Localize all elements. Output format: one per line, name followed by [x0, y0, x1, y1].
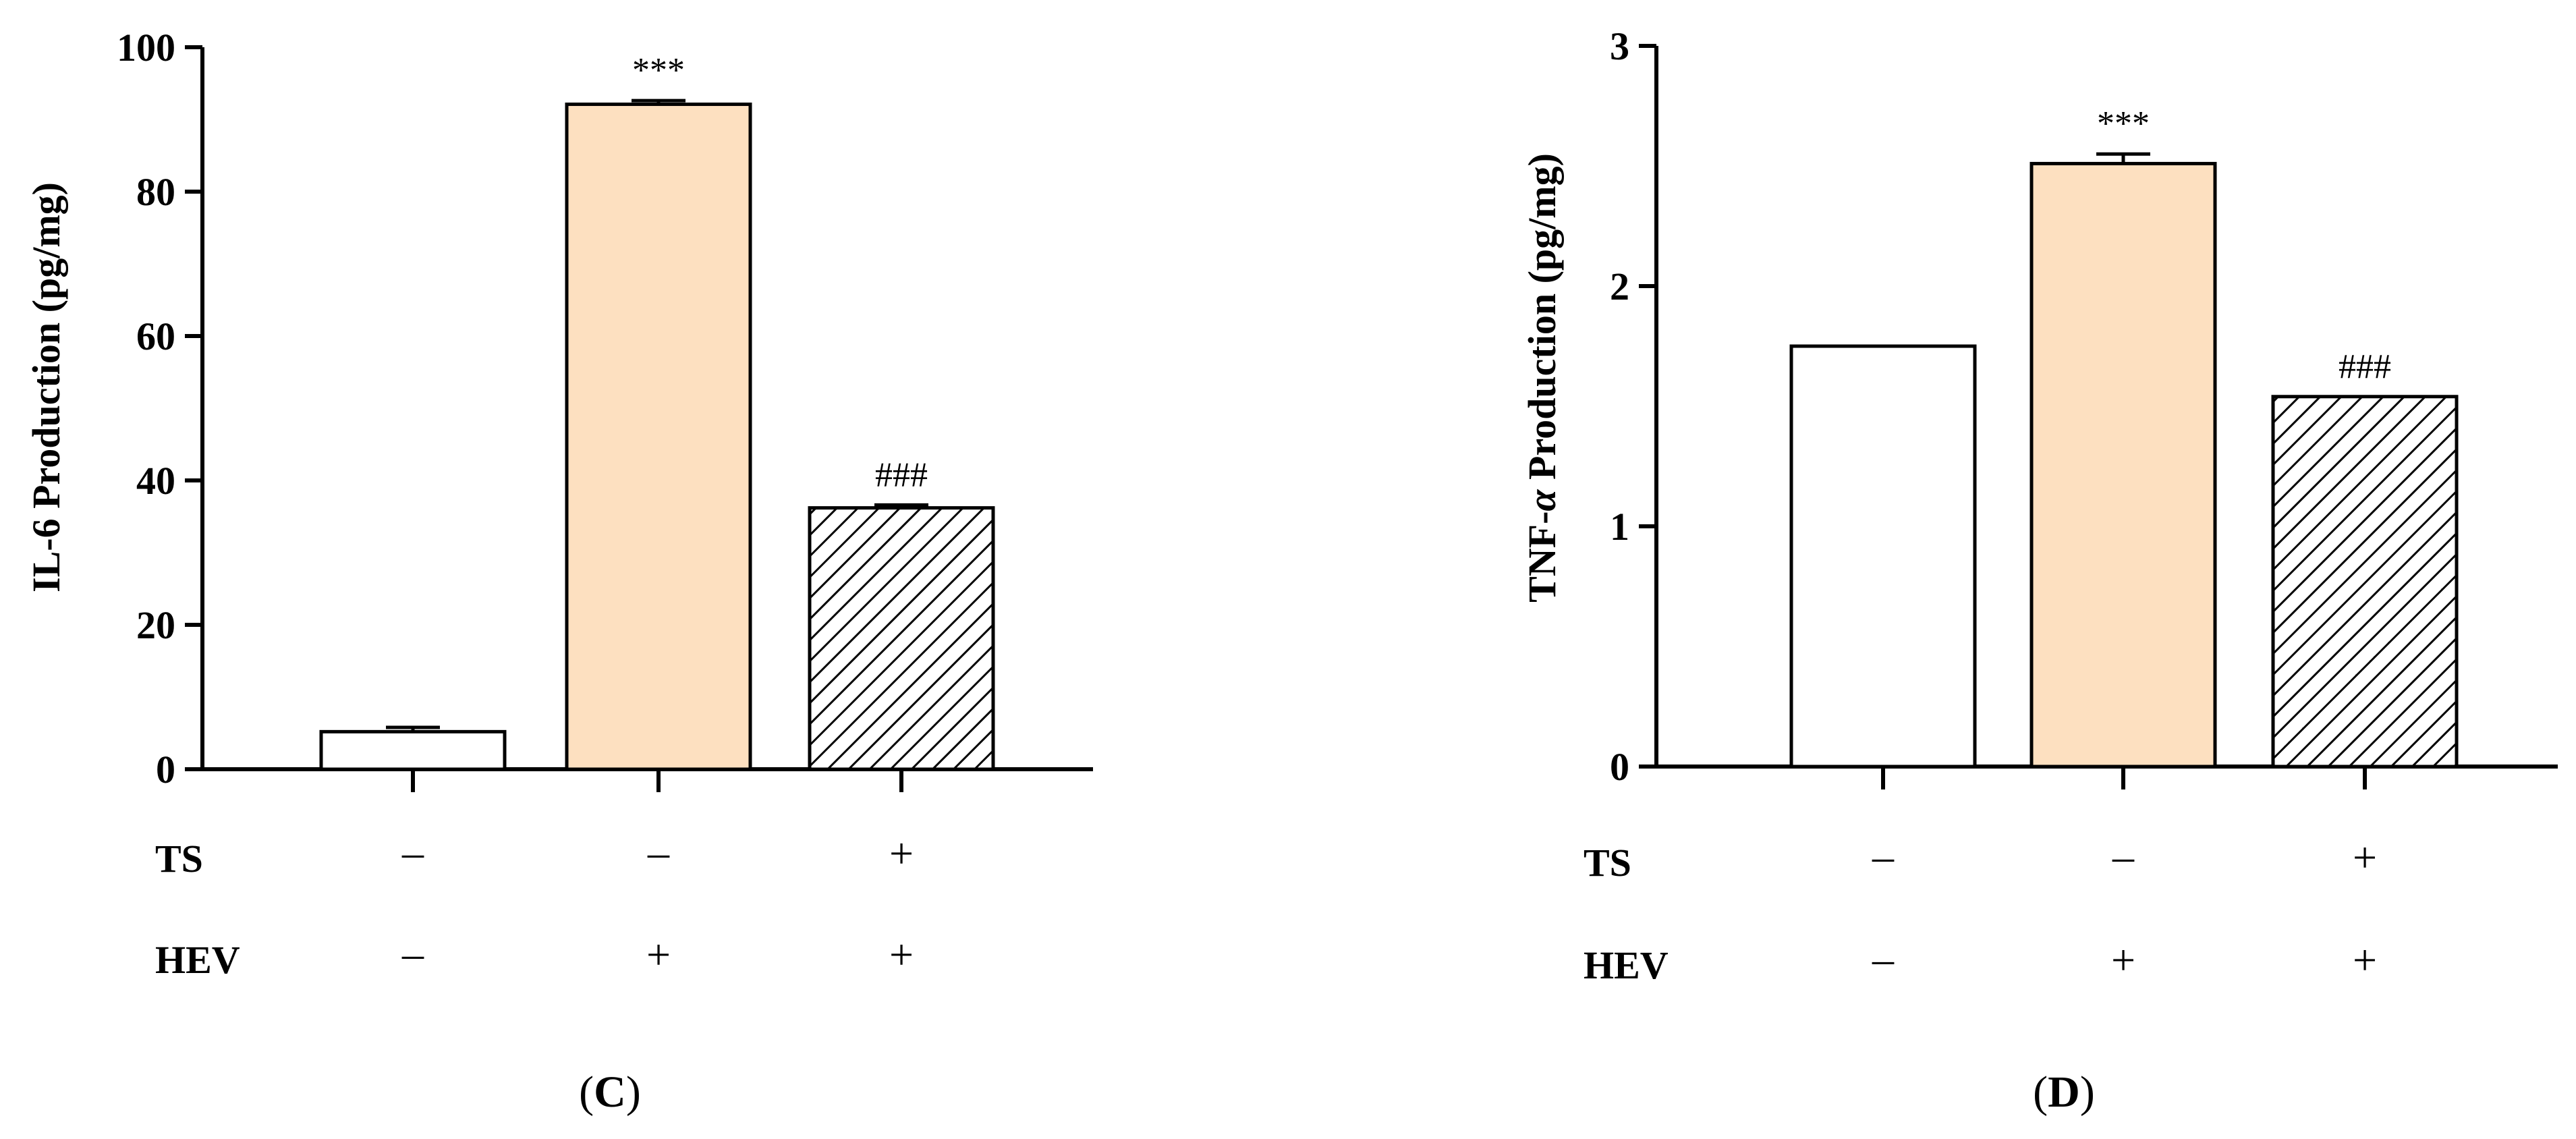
- y-axis-title: IL-6 Production (pg/mg): [24, 182, 68, 592]
- treatment-sign: +: [2353, 833, 2377, 881]
- chart-panel-d: TNF-α Production (pg/mg) 0 1 2 3 *** ### TS – – +…: [1288, 0, 2576, 1139]
- treatment-sign: –: [1872, 832, 1895, 880]
- row-label-ts: TS: [155, 837, 203, 881]
- bar-2: [2029, 161, 2217, 769]
- treatment-sign: –: [401, 929, 424, 977]
- bar-3: [2271, 395, 2459, 769]
- y-tick-label: 2: [1610, 265, 1629, 308]
- y-tick-label: 40: [136, 459, 175, 503]
- y-tick-label: 0: [156, 748, 175, 791]
- il6-bar-chart: IL-6 Production (pg/mg) 0 20 40 60 80 100 *** #…: [24, 26, 1093, 1117]
- y-axis-title: TNF-α Production (pg/mg): [1520, 153, 1564, 603]
- treatment-sign: +: [889, 829, 914, 877]
- significance-mark-3: ###: [2339, 348, 2391, 386]
- treatment-sign: +: [2111, 936, 2135, 984]
- significance-mark-2: ***: [2097, 105, 2150, 143]
- treatment-sign: +: [2353, 936, 2377, 984]
- y-tick-label: 60: [136, 314, 175, 358]
- bar-2: [565, 103, 752, 771]
- row-label-hev: HEV: [155, 938, 240, 982]
- treatment-sign: –: [401, 828, 424, 876]
- row-label-ts: TS: [1584, 841, 1631, 885]
- y-tick-label: 20: [136, 603, 175, 647]
- panel-label-d: (D): [2033, 1067, 2095, 1117]
- y-tick-label: 0: [1610, 745, 1629, 789]
- y-tick-label: 3: [1610, 24, 1629, 68]
- treatment-sign: +: [646, 930, 671, 978]
- bar-1: [1789, 344, 1977, 769]
- y-tick-label: 80: [136, 170, 175, 214]
- panel-label-c: (C): [579, 1067, 641, 1117]
- tnf-alpha-bar-chart: TNF-α Production (pg/mg) 0 1 2 3 *** ### TS – – +…: [1520, 24, 2558, 1117]
- treatment-sign: +: [889, 930, 914, 978]
- treatment-sign: –: [647, 828, 670, 876]
- y-tick-label: 100: [117, 26, 175, 70]
- bar-3: [808, 506, 995, 771]
- bar-1: [319, 729, 507, 771]
- chart-panel-c: IL-6 Production (pg/mg) 0 20 40 60 80 100 *** #…: [24, 26, 1093, 1117]
- row-label-hev: HEV: [1584, 943, 1669, 987]
- treatment-sign: –: [2112, 832, 2135, 880]
- significance-mark-2: ***: [632, 51, 685, 90]
- treatment-sign: –: [1872, 935, 1895, 982]
- y-tick-label: 1: [1610, 505, 1629, 549]
- significance-mark-3: ###: [875, 455, 928, 494]
